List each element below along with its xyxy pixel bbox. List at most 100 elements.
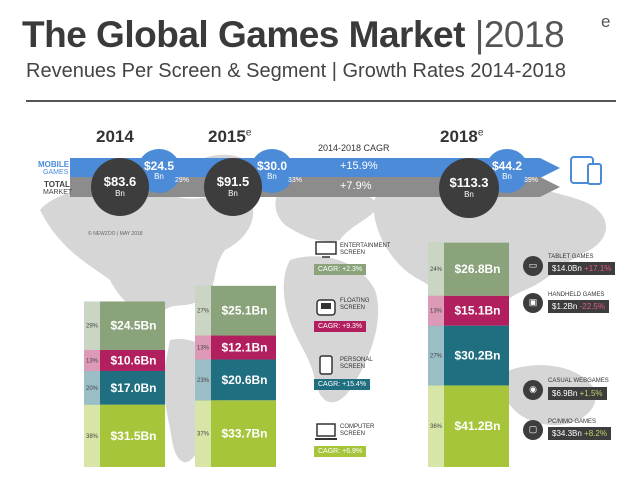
mobile-share-2015: 33%: [288, 177, 303, 184]
sub-segment-cagr: +17.1%: [584, 264, 612, 273]
monitor-icon: ▢: [528, 424, 538, 435]
segment-name-entertainment: ENTERTAINMENT SCREEN: [340, 243, 391, 257]
share-label: 13%: [430, 309, 443, 315]
sub-segment-name-casual: CASUAL WEBGAMES: [548, 378, 609, 384]
total-unit: Bn: [464, 189, 474, 199]
sub-segment-cagr: +1.5%: [579, 389, 603, 398]
title-year-estimate-mark: e: [601, 12, 611, 31]
sub-segment-cagr: +8.2%: [584, 429, 607, 438]
total-circle-2018: $113.3 Bn: [439, 158, 499, 218]
data-label: $33.7Bn: [221, 427, 267, 441]
share-label: 23%: [197, 378, 210, 384]
share-label: 36%: [430, 424, 443, 430]
total-unit: Bn: [115, 188, 125, 198]
data-label: $24.5Bn: [110, 319, 156, 333]
data-label: $12.1Bn: [221, 341, 267, 355]
share-label: 13%: [197, 346, 210, 352]
tablet-circle: ▭: [523, 256, 543, 276]
sub-segment-value-pcmmo: $34.3Bn +8.2%: [548, 427, 611, 440]
share-label: 20%: [86, 386, 99, 392]
share-strip: [428, 295, 444, 326]
mobile-value: $44.2: [491, 159, 523, 173]
share-strip: [195, 335, 211, 360]
segment-cagr-floating: CAGR: +9.3%: [314, 321, 367, 332]
data-label: $15.1Bn: [454, 304, 500, 318]
growth-arrows: [70, 158, 560, 197]
computer-icon: [315, 423, 337, 440]
share-strip: [84, 404, 100, 467]
year-estimate-mark: e: [245, 127, 252, 139]
data-label: $25.1Bn: [221, 304, 267, 318]
sub-segment-name-handheld: HANDHELD GAMES: [548, 292, 605, 298]
year-estimate-mark: e: [477, 127, 484, 139]
mobile-value: $30.0: [256, 159, 288, 173]
page-subtitle: Revenues Per Screen & Segment | Growth R…: [26, 60, 566, 82]
share-label: 27%: [430, 354, 443, 360]
sub-segment-value-casual: $6.9Bn +1.5%: [548, 387, 607, 400]
segment-name-computer: COMPUTER SCREEN: [340, 424, 375, 438]
legend-market: MARKET: [43, 189, 73, 196]
cagr-mobile: +15.9%: [340, 160, 378, 172]
pcmmo-circle: ▢: [523, 420, 543, 440]
total-value: $83.6: [103, 174, 137, 190]
mobile-value: $24.5: [143, 159, 175, 173]
mobile-unit: Bn: [502, 172, 512, 182]
year-label-2018: 2018e: [440, 127, 483, 147]
data-label: $17.0Bn: [110, 381, 156, 395]
share-label: 38%: [86, 434, 99, 440]
year-label-2015: 2015e: [208, 127, 251, 147]
total-circle-2014: $83.6 Bn: [91, 158, 149, 216]
share-label: 13%: [86, 358, 99, 364]
segment-cagr-computer: CAGR: +6.9%: [314, 446, 367, 457]
mobile-share-2014: 29%: [175, 177, 190, 184]
bar-segment-floating-screen-2014: [84, 349, 165, 371]
share-strip: [84, 370, 100, 405]
segment-name-floating: FLOATING SCREEN: [340, 298, 370, 312]
sub-segment-value-handheld: $1.2Bn -22.5%: [548, 300, 609, 313]
share-strip: [428, 385, 444, 467]
total-value: $91.5: [216, 174, 250, 190]
data-label: $41.2Bn: [454, 419, 500, 433]
data-label: $30.2Bn: [454, 349, 500, 363]
cagr-total: +7.9%: [340, 180, 372, 192]
data-label: $20.6Bn: [221, 373, 267, 387]
share-strip: [428, 242, 444, 296]
mobile-devices-icon: [570, 156, 602, 185]
webgames-circle: ◉: [523, 380, 543, 400]
copyright: © NEWZOO | MAY 2018: [88, 231, 143, 237]
page-title: The Global Games Market |2018: [22, 14, 565, 55]
mobile-unit: Bn: [154, 172, 164, 182]
year-label-text: 2018: [440, 127, 478, 146]
bar-segment-floating-screen-2015e: [195, 335, 276, 360]
sub-segment-name-pcmmo: PC/MMO GAMES: [548, 419, 597, 425]
share-label: 24%: [430, 267, 443, 273]
data-label: $26.8Bn: [454, 262, 500, 276]
title-year: 2018: [483, 14, 565, 55]
segment-cagr-personal: CAGR: +15.4%: [314, 379, 371, 390]
mobile-share-2018: 39%: [524, 177, 539, 184]
share-label: 37%: [197, 432, 210, 438]
segment-cagr-entertainment: CAGR: +2.3%: [314, 264, 367, 275]
share-label: 27%: [197, 309, 210, 315]
share-strip: [84, 301, 100, 350]
share-label: 29%: [86, 324, 99, 330]
sub-segment-value: $1.2Bn: [552, 302, 578, 311]
sub-segment-value-tablet: $14.0Bn +17.1%: [548, 262, 616, 275]
data-label: $10.6Bn: [110, 353, 156, 367]
total-value: $113.3: [449, 175, 489, 191]
share-strip: [195, 285, 211, 336]
sub-segment-value: $34.3Bn: [552, 429, 582, 438]
mobile-unit: Bn: [267, 172, 277, 182]
title-divider: [26, 100, 616, 102]
sub-segment-cagr: -22.5%: [579, 302, 605, 311]
handheld-console-icon: [316, 299, 336, 316]
mobile-growth-arrow: [70, 158, 560, 178]
title-text: The Global Games Market: [22, 14, 465, 55]
share-strip: [84, 349, 100, 371]
segment-name-personal: PERSONAL SCREEN: [340, 357, 373, 371]
handheld-circle: ▣: [523, 293, 543, 313]
tv-icon: [315, 241, 337, 258]
total-circle-2015: $91.5 Bn: [204, 158, 262, 216]
share-strip: [195, 400, 211, 467]
sub-segment-value: $14.0Bn: [552, 264, 582, 273]
